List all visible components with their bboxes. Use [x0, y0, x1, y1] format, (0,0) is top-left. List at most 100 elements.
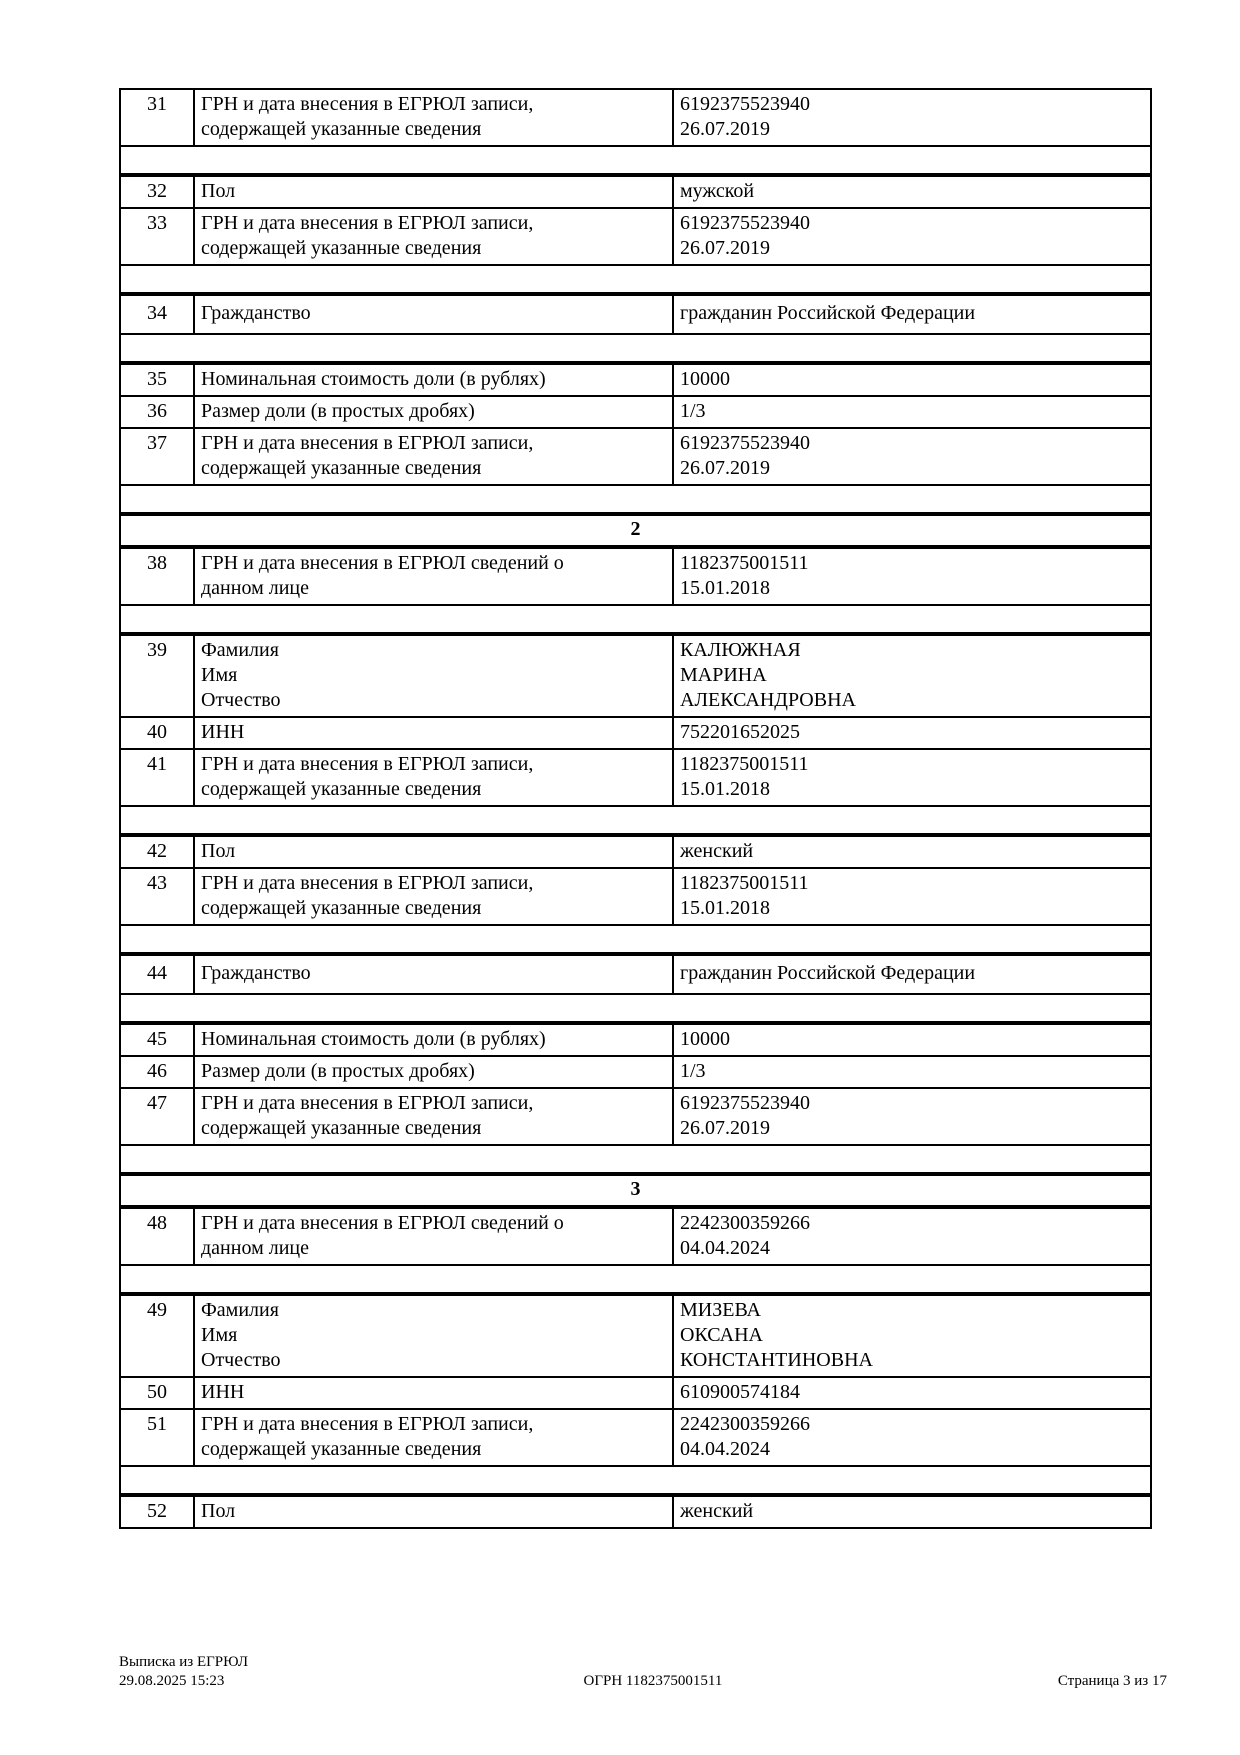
row-number-cell: 50 — [121, 1378, 195, 1408]
table-block: 35 Номинальная стоимость доли (в рублях) 1… — [119, 363, 1152, 514]
table-row: 42 Пол женский — [121, 837, 1150, 867]
row-value-cell: 610900574184 — [680, 1381, 800, 1403]
spacer-row — [121, 1144, 1150, 1172]
row-number-cell: 41 — [121, 750, 195, 805]
row-label-cell: ГРН и дата внесения в ЕГРЮЛ записи, соде… — [195, 1089, 674, 1144]
table-row: 44 Гражданство гражданин Российской Федера… — [121, 956, 1150, 993]
row-value-cell: 10000 — [680, 1028, 730, 1050]
spacer-row — [121, 264, 1150, 292]
table-row: 33 ГРН и дата внесения в ЕГРЮЛ записи, со… — [121, 207, 1150, 264]
row-value-cell: 1/3 — [680, 1060, 706, 1082]
row-label-cell: Размер доли (в простых дробях) — [195, 397, 674, 427]
row-number-cell: 36 — [121, 397, 195, 427]
row-label-cell: ИНН — [195, 718, 674, 748]
row-number-cell: 42 — [121, 837, 195, 867]
footer-page-indicator: Страница 3 из 17 — [1057, 1673, 1167, 1689]
table-row: 37 ГРН и дата внесения в ЕГРЮЛ записи, со… — [121, 427, 1150, 484]
page-footer: Выписка из ЕГРЮЛ 29.08.2025 15:23 ОГРН 1… — [119, 1653, 1167, 1691]
row-value-cell: женский — [680, 840, 754, 862]
row-label-cell: Номинальная стоимость доли (в рублях) — [195, 1025, 674, 1055]
row-number-cell: 35 — [121, 365, 195, 395]
row-value-cell: 752201652025 — [680, 721, 800, 743]
row-number-cell: 40 — [121, 718, 195, 748]
footer-doc-type: Выписка из ЕГРЮЛ — [119, 1654, 248, 1670]
table-row: 34 Гражданство гражданин Российской Федера… — [121, 296, 1150, 333]
row-value-cell: КАЛЮЖНАЯ МАРИНА АЛЕКСАНДРОВНА — [680, 639, 856, 711]
table-block: 42 Пол женский 43 ГРН и дата внесения в ЕГРЮ… — [119, 835, 1152, 954]
row-number-cell: 47 — [121, 1089, 195, 1144]
row-value-cell: 1182375001511 15.01.2018 — [680, 872, 809, 919]
table-row: 52 Пол женский — [121, 1497, 1150, 1527]
row-number-cell: 39 — [121, 636, 195, 716]
table-block: 38 ГРН и дата внесения в ЕГРЮЛ сведений о… — [119, 547, 1152, 634]
table-row: 51 ГРН и дата внесения в ЕГРЮЛ записи, со… — [121, 1408, 1150, 1465]
spacer-row — [121, 805, 1150, 833]
table-row: 49 Фамилия Имя Отчество МИЗЕВА ОКСАНА КОНС… — [121, 1296, 1150, 1376]
table-row: 45 Номинальная стоимость доли (в рублях) 1… — [121, 1025, 1150, 1055]
row-number-cell: 48 — [121, 1209, 195, 1264]
row-value-cell: 6192375523940 26.07.2019 — [680, 432, 810, 479]
row-label-cell: Гражданство — [195, 956, 674, 993]
table-row: 35 Номинальная стоимость доли (в рублях) 1… — [121, 365, 1150, 395]
table-row: 38 ГРН и дата внесения в ЕГРЮЛ сведений о… — [121, 549, 1150, 604]
row-label-cell: Номинальная стоимость доли (в рублях) — [195, 365, 674, 395]
section-header-block: 2 — [119, 514, 1152, 547]
table-row: 46 Размер доли (в простых дробях) 1/3 — [121, 1055, 1150, 1087]
row-label-cell: ГРН и дата внесения в ЕГРЮЛ сведений о д… — [195, 549, 674, 604]
row-value-cell: гражданин Российской Федерации — [680, 962, 976, 984]
row-value-cell: 1/3 — [680, 400, 706, 422]
table-row: 48 ГРН и дата внесения в ЕГРЮЛ сведений о… — [121, 1209, 1150, 1264]
spacer-row — [121, 993, 1150, 1021]
spacer-row — [121, 145, 1150, 173]
row-value-cell: гражданин Российской Федерации — [680, 302, 976, 324]
row-value-cell: МИЗЕВА ОКСАНА КОНСТАНТИНОВНА — [680, 1299, 873, 1371]
section-header-block: 3 — [119, 1174, 1152, 1207]
table-row: 43 ГРН и дата внесения в ЕГРЮЛ записи, со… — [121, 867, 1150, 924]
spacer-row — [121, 604, 1150, 632]
row-value-cell: 6192375523940 26.07.2019 — [680, 93, 810, 140]
table-block: 44 Гражданство гражданин Российской Федера… — [119, 954, 1152, 1023]
row-number-cell: 46 — [121, 1057, 195, 1087]
row-number-cell: 33 — [121, 209, 195, 264]
row-value-cell: 2242300359266 04.04.2024 — [680, 1212, 810, 1259]
spacer-row — [121, 1264, 1150, 1292]
table-row: 36 Размер доли (в простых дробях) 1/3 — [121, 395, 1150, 427]
row-label-cell: Пол — [195, 177, 674, 207]
section-number-header: 3 — [630, 1178, 641, 1200]
table-block: 45 Номинальная стоимость доли (в рублях) 1… — [119, 1023, 1152, 1174]
spacer-row — [121, 924, 1150, 952]
table-block: 32 Пол мужской 33 ГРН и дата внесения в ЕГРЮ… — [119, 175, 1152, 294]
table-row: 47 ГРН и дата внесения в ЕГРЮЛ записи, со… — [121, 1087, 1150, 1144]
table-block: 31 ГРН и дата внесения в ЕГРЮЛ записи, со… — [119, 88, 1152, 175]
row-value-cell: 6192375523940 26.07.2019 — [680, 1092, 810, 1139]
row-label-cell: Фамилия Имя Отчество — [195, 636, 674, 716]
row-value-cell: 10000 — [680, 368, 730, 390]
table-row: 40 ИНН 752201652025 — [121, 716, 1150, 748]
row-number-cell: 52 — [121, 1497, 195, 1527]
row-number-cell: 45 — [121, 1025, 195, 1055]
table-row: 50 ИНН 610900574184 — [121, 1376, 1150, 1408]
row-number-cell: 38 — [121, 549, 195, 604]
row-label-cell: ГРН и дата внесения в ЕГРЮЛ записи, соде… — [195, 429, 674, 484]
footer-left: Выписка из ЕГРЮЛ 29.08.2025 15:23 — [119, 1653, 248, 1691]
row-value-cell: мужской — [680, 180, 755, 202]
row-number-cell: 44 — [121, 956, 195, 993]
row-label-cell: ГРН и дата внесения в ЕГРЮЛ записи, соде… — [195, 1410, 674, 1465]
spacer-row — [121, 333, 1150, 361]
row-label-cell: ИНН — [195, 1378, 674, 1408]
row-number-cell: 34 — [121, 296, 195, 333]
table-row: 41 ГРН и дата внесения в ЕГРЮЛ записи, со… — [121, 748, 1150, 805]
row-number-cell: 37 — [121, 429, 195, 484]
row-number-cell: 32 — [121, 177, 195, 207]
row-number-cell: 49 — [121, 1296, 195, 1376]
row-number-cell: 43 — [121, 869, 195, 924]
table-block: 34 Гражданство гражданин Российской Федера… — [119, 294, 1152, 363]
table-block: 39 Фамилия Имя Отчество КАЛЮЖНАЯ МАРИНА АЛ… — [119, 634, 1152, 835]
footer-timestamp: 29.08.2025 15:23 — [119, 1673, 225, 1689]
section-number-header: 2 — [630, 518, 641, 540]
row-label-cell: Гражданство — [195, 296, 674, 333]
row-number-cell: 31 — [121, 90, 195, 145]
row-value-cell: 2242300359266 04.04.2024 — [680, 1413, 810, 1460]
row-value-cell: женский — [680, 1500, 754, 1522]
row-number-cell: 51 — [121, 1410, 195, 1465]
